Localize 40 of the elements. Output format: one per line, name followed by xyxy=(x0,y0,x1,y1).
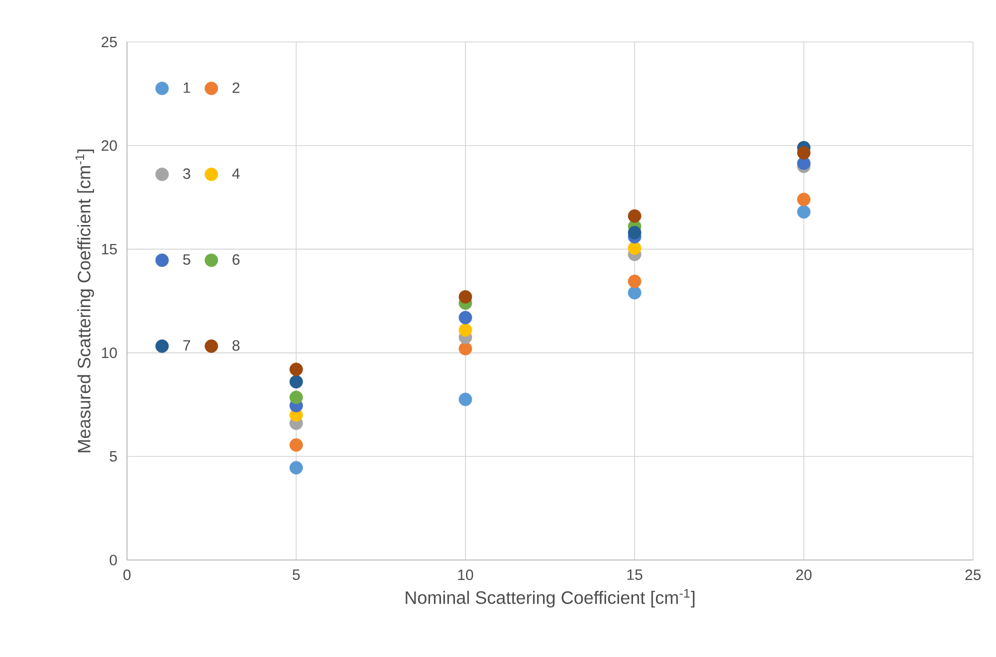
x-tick-label: 25 xyxy=(965,570,981,580)
point xyxy=(797,146,811,160)
point xyxy=(797,205,811,219)
x-tick-label: 0 xyxy=(123,570,131,580)
y-tick-label: 10 xyxy=(102,348,117,358)
point xyxy=(628,209,642,223)
point xyxy=(290,390,303,404)
point xyxy=(628,226,642,240)
point xyxy=(458,392,472,406)
legend-label: 5 xyxy=(183,254,190,265)
y-tick-label: 25 xyxy=(102,36,117,48)
x-tick-label: 10 xyxy=(458,570,474,580)
y-tick-label: 20 xyxy=(102,140,117,151)
point xyxy=(290,461,303,474)
x-tick-label: 15 xyxy=(627,570,642,580)
legend-label: 2 xyxy=(232,82,240,93)
point xyxy=(290,375,303,389)
point xyxy=(628,241,642,255)
point xyxy=(628,286,642,300)
point xyxy=(458,310,472,324)
y-tick-label: 15 xyxy=(102,244,117,254)
legend-label: 1 xyxy=(184,82,190,93)
point xyxy=(458,290,472,304)
point xyxy=(458,342,472,356)
legend-label: 4 xyxy=(232,168,240,179)
x-tick-label: 5 xyxy=(292,570,300,580)
y-axis-title: Measured Scattering Coefficient [cm$^{-1}$] xyxy=(75,150,94,452)
point xyxy=(290,362,303,376)
y-tick-label: 5 xyxy=(110,451,117,462)
legend-label: 7 xyxy=(183,340,190,351)
point xyxy=(628,274,642,288)
point xyxy=(797,192,811,206)
legend-label: 6 xyxy=(232,254,240,265)
legend-label: 3 xyxy=(183,168,190,179)
y-tick-label: 0 xyxy=(110,554,117,566)
x-axis-title: Nominal Scattering Coefficient [cm$^{-1}$] xyxy=(406,588,694,608)
legend-label: 8 xyxy=(232,340,240,351)
point xyxy=(458,323,472,337)
x-tick-label: 20 xyxy=(796,570,812,580)
point xyxy=(290,438,303,452)
